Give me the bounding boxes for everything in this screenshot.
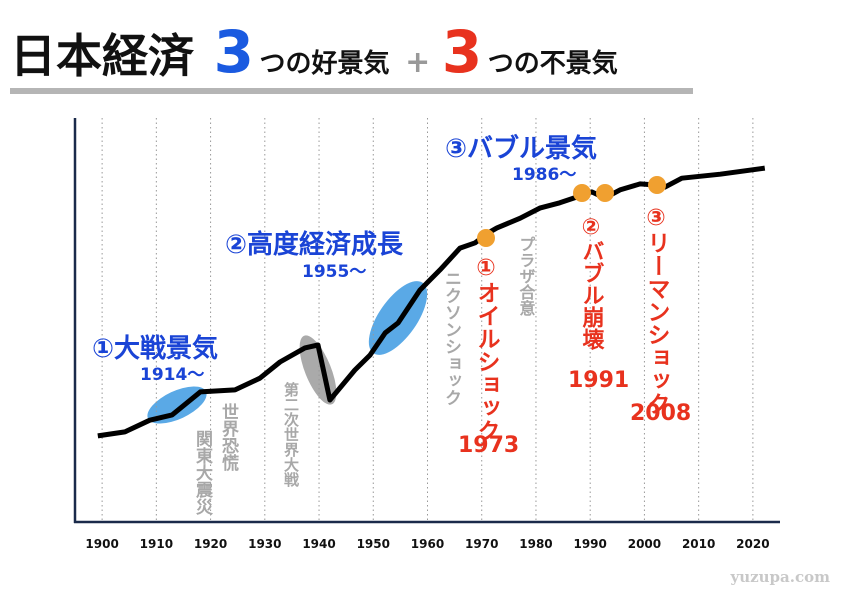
x-tick-label: 1920 <box>194 537 227 551</box>
annotation: 1914〜 <box>140 365 204 385</box>
title-part: + <box>405 45 430 80</box>
annotation: 1955〜 <box>302 262 366 282</box>
title-part: 日本経済 <box>10 29 195 83</box>
x-tick-label: 1910 <box>140 537 173 551</box>
highlight <box>147 386 207 424</box>
annotation: ①大戦景気 <box>92 333 218 364</box>
annotation: ③リーマンショック <box>643 205 670 415</box>
x-tick-label: 1940 <box>302 537 335 551</box>
x-tick-label: 1930 <box>248 537 281 551</box>
event-dot <box>648 176 666 194</box>
x-tick-label: 2000 <box>628 537 661 551</box>
footer: yuzupa.com <box>730 568 831 586</box>
x-tick-label: 2020 <box>736 537 769 551</box>
annotation: ③バブル景気 <box>445 133 597 164</box>
chart-title: 日本経済 3 つの好景気 + 3 つの不景気 <box>10 18 618 86</box>
annotation: ②高度経済成長 <box>225 229 404 260</box>
event-dot <box>596 184 614 202</box>
title-part: 3 <box>214 18 254 86</box>
x-tick-label: 1980 <box>519 537 552 551</box>
plot: 1900 1910 1920 1930 1940 1950 1960 1970 1980 1990… <box>73 118 780 551</box>
annotation: プラザ合意 <box>517 235 536 317</box>
title-part: つの好景気 <box>260 48 390 79</box>
x-tick-label: 1990 <box>573 537 606 551</box>
x-tick-label: 1960 <box>411 537 444 551</box>
annotation: 第二次世界大戦 <box>282 381 300 488</box>
annotation: ①オイルショック <box>473 255 500 442</box>
annotation: 1973 <box>458 433 519 458</box>
annotation: 2008 <box>630 401 691 426</box>
x-tick-label: 2010 <box>682 537 715 551</box>
annotation: 1991 <box>568 368 629 393</box>
title-underline <box>10 88 693 94</box>
line <box>97 165 766 439</box>
event-dots <box>477 176 666 247</box>
x-tick-label: 1950 <box>357 537 390 551</box>
event-dot <box>477 229 495 247</box>
annotation: 関東大震災 <box>192 430 214 516</box>
annotation: ニクソンショック <box>441 270 461 406</box>
title-part: つの不景気 <box>488 48 618 79</box>
x-tick-label: 1970 <box>465 537 498 551</box>
annotation: 1986〜 <box>512 165 576 185</box>
x-tick-label: 1900 <box>85 537 118 551</box>
annotation: ②バブル崩壊 <box>579 215 605 351</box>
title-part: 3 <box>442 18 482 86</box>
annotation: 世界恐慌 <box>218 403 239 472</box>
event-dot <box>573 184 591 202</box>
